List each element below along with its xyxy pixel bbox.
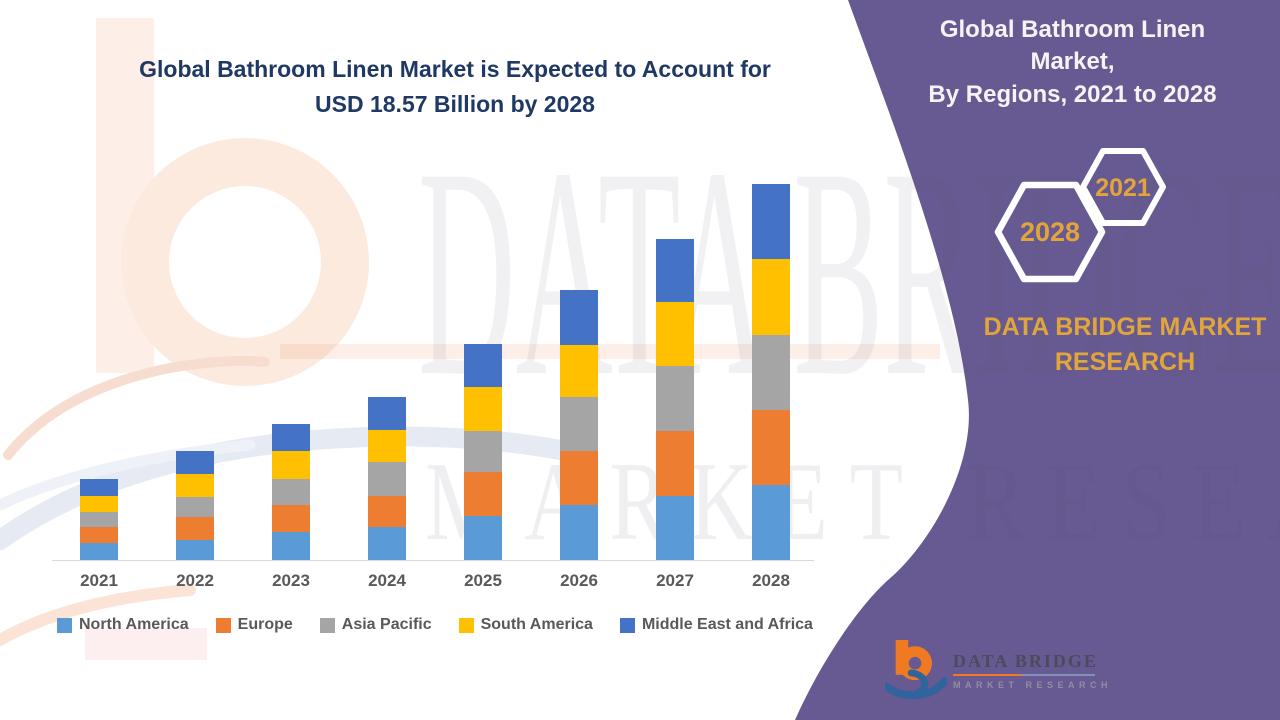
legend-label: Europe bbox=[237, 616, 293, 633]
bar-segment-south-america bbox=[560, 344, 598, 397]
logo-subtitle: MARKET RESEARCH bbox=[953, 679, 1113, 690]
bar-segment-europe bbox=[656, 430, 694, 496]
bar-segment-asia-pacific bbox=[272, 478, 310, 505]
bar-segment-europe bbox=[752, 409, 790, 485]
bar-segment-north-america bbox=[176, 539, 214, 560]
legend-item: Middle East and Africa bbox=[619, 616, 813, 634]
hexagon-2028-icon bbox=[994, 181, 1106, 283]
bar-segment-south-america bbox=[464, 387, 502, 431]
bar-segment-europe bbox=[464, 471, 502, 516]
bar-segment-asia-pacific bbox=[368, 461, 406, 496]
bar-segment-asia-pacific bbox=[656, 366, 694, 431]
bar-segment-europe bbox=[80, 527, 118, 544]
bar-segment-south-america bbox=[176, 473, 214, 497]
bar-segment-north-america bbox=[368, 526, 406, 560]
hexagon-2021-label: 2021 bbox=[1095, 174, 1151, 202]
dbmr-logo: DATA BRIDGE MARKET RESEARCH bbox=[885, 630, 1115, 710]
legend-label: Asia Pacific bbox=[341, 616, 432, 633]
bar-segment-middle-east-and-africa bbox=[272, 424, 310, 452]
bar-segment-middle-east-and-africa bbox=[656, 239, 694, 303]
x-axis-line bbox=[52, 560, 814, 561]
hexagon-2028-label: 2028 bbox=[1020, 217, 1080, 247]
brand-wordmark-line1: DATA BRIDGE MARKET bbox=[983, 313, 1267, 341]
legend-item: North America bbox=[57, 616, 189, 634]
legend-item: Europe bbox=[215, 616, 293, 634]
chart-title-line2: USD 18.57 Billion by 2028 bbox=[315, 90, 595, 117]
bar-segment-europe bbox=[176, 516, 214, 540]
bar-segment-south-america bbox=[272, 451, 310, 479]
bar-segment-south-america bbox=[656, 302, 694, 367]
side-panel-title-line1: Global Bathroom Linen Market, bbox=[939, 16, 1206, 76]
side-panel-title-line2: By Regions, 2021 to 2028 bbox=[928, 80, 1217, 108]
bar-segment-europe bbox=[272, 504, 310, 532]
bar-segment-asia-pacific bbox=[560, 396, 598, 451]
bar-segment-middle-east-and-africa bbox=[176, 450, 214, 474]
legend-label: Middle East and Africa bbox=[641, 616, 813, 633]
side-panel-title: Global Bathroom Linen Market, By Regions… bbox=[900, 14, 1245, 111]
bar-segment-middle-east-and-africa bbox=[560, 289, 598, 345]
x-axis-label: 2023 bbox=[272, 571, 310, 590]
bar-segment-middle-east-and-africa bbox=[464, 344, 502, 388]
chart-title-line1: Global Bathroom Linen Market is Expected… bbox=[139, 56, 771, 82]
bar-segment-europe bbox=[560, 450, 598, 505]
bar-segment-south-america bbox=[752, 259, 790, 335]
bar-segment-south-america bbox=[368, 429, 406, 462]
bar-segment-south-america bbox=[80, 495, 118, 512]
bar-segment-north-america bbox=[464, 515, 502, 560]
x-axis-label: 2027 bbox=[656, 571, 694, 590]
x-axis-label: 2024 bbox=[368, 571, 406, 590]
bar-segment-middle-east-and-africa bbox=[368, 396, 406, 430]
logo-name: DATA BRIDGE bbox=[953, 650, 1098, 671]
dbmr-logo-icon bbox=[885, 639, 947, 700]
bar-segment-north-america bbox=[752, 484, 790, 560]
legend-swatch-icon bbox=[215, 617, 231, 633]
logo-divider bbox=[953, 673, 1095, 676]
x-axis-label: 2028 bbox=[752, 571, 790, 590]
x-axis-label: 2022 bbox=[176, 571, 214, 590]
x-axis-label: 2026 bbox=[560, 571, 598, 590]
hexagon-badges: 2028 2021 bbox=[994, 148, 1166, 283]
bar-segment-asia-pacific bbox=[176, 496, 214, 517]
legend-item: Asia Pacific bbox=[319, 616, 432, 634]
chart-legend: North America Europe Asia Pacific South Ame… bbox=[57, 616, 813, 634]
bar-segment-north-america bbox=[272, 531, 310, 560]
bar-segment-asia-pacific bbox=[80, 511, 118, 528]
legend-swatch-icon bbox=[458, 617, 474, 633]
x-axis-label: 2025 bbox=[464, 571, 502, 590]
bar-segment-europe bbox=[368, 495, 406, 527]
legend-swatch-icon bbox=[619, 617, 635, 633]
legend-item: South America bbox=[458, 616, 593, 634]
legend-swatch-icon bbox=[57, 617, 72, 633]
hexagon-2021-icon bbox=[1080, 148, 1166, 226]
bar-segment-asia-pacific bbox=[464, 430, 502, 472]
bar-segment-middle-east-and-africa bbox=[752, 183, 790, 260]
legend-label: South America bbox=[480, 616, 593, 633]
bar-segment-north-america bbox=[80, 543, 118, 560]
bar-segment-asia-pacific bbox=[752, 334, 790, 410]
chart-title: Global Bathroom Linen Market is Expected… bbox=[60, 52, 850, 121]
bar-segment-north-america bbox=[656, 495, 694, 560]
x-axis-label: 2021 bbox=[80, 571, 118, 590]
brand-wordmark: DATA BRIDGE MARKET RESEARCH bbox=[950, 310, 1280, 380]
legend-label: North America bbox=[79, 616, 189, 633]
legend-swatch-icon bbox=[319, 617, 335, 633]
bar-segment-north-america bbox=[560, 504, 598, 560]
bar-segment-middle-east-and-africa bbox=[80, 479, 118, 496]
brand-wordmark-line2: RESEARCH bbox=[1054, 348, 1196, 376]
